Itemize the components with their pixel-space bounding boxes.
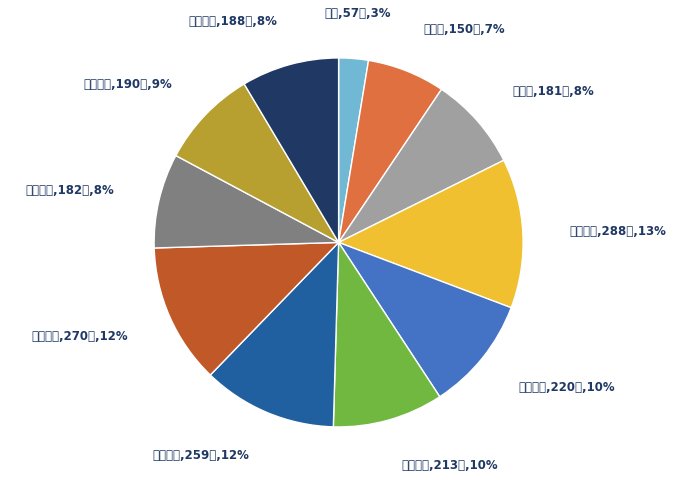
Text: ２０歳～,220人,10%: ２０歳～,220人,10% xyxy=(518,381,615,394)
Text: ５０歳～,270人,12%: ５０歳～,270人,12% xyxy=(31,329,128,342)
Text: ７０歳～,190人,9%: ７０歳～,190人,9% xyxy=(83,78,172,91)
Wedge shape xyxy=(339,61,442,243)
Wedge shape xyxy=(154,156,339,249)
Text: ６０歳～,182人,8%: ６０歳～,182人,8% xyxy=(26,184,114,197)
Text: １歳～,150人,7%: １歳～,150人,7% xyxy=(424,23,505,36)
Wedge shape xyxy=(333,243,440,427)
Wedge shape xyxy=(244,59,339,243)
Text: １０歳～,288人,13%: １０歳～,288人,13% xyxy=(569,225,666,238)
Text: ３０歳～,213人,10%: ３０歳～,213人,10% xyxy=(402,458,498,471)
Wedge shape xyxy=(339,161,523,308)
Wedge shape xyxy=(154,243,339,375)
Wedge shape xyxy=(339,90,504,243)
Wedge shape xyxy=(339,59,368,243)
Text: ８０歳～,188人,8%: ８０歳～,188人,8% xyxy=(188,14,277,27)
Wedge shape xyxy=(339,243,511,397)
Text: ５歳～,181人,8%: ５歳～,181人,8% xyxy=(512,84,593,97)
Text: ４０歳～,259人,12%: ４０歳～,259人,12% xyxy=(152,448,249,461)
Wedge shape xyxy=(210,243,339,427)
Text: ０歳,57人,3%: ０歳,57人,3% xyxy=(324,7,391,20)
Wedge shape xyxy=(176,85,339,243)
